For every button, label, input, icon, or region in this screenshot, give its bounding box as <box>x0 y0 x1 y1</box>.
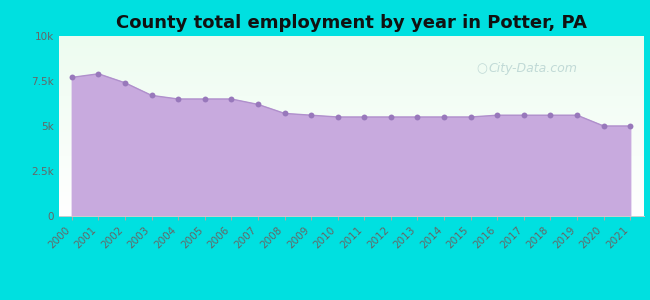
Text: ○: ○ <box>476 62 488 75</box>
Point <box>333 115 343 119</box>
Point <box>66 75 77 80</box>
Point <box>439 115 449 119</box>
Point <box>572 113 582 118</box>
Point <box>253 102 263 107</box>
Point <box>200 97 210 101</box>
Point <box>412 115 423 119</box>
Point <box>625 124 636 128</box>
Point <box>465 115 476 119</box>
Point <box>519 113 529 118</box>
Point <box>146 93 157 98</box>
Point <box>359 115 369 119</box>
Point <box>385 115 396 119</box>
Point <box>492 113 502 118</box>
Point <box>93 71 103 76</box>
Text: City-Data.com: City-Data.com <box>489 62 577 75</box>
Point <box>306 113 317 118</box>
Title: County total employment by year in Potter, PA: County total employment by year in Potte… <box>116 14 586 32</box>
Point <box>545 113 556 118</box>
Point <box>120 80 130 85</box>
Point <box>226 97 237 101</box>
Point <box>173 97 183 101</box>
Point <box>599 124 609 128</box>
Point <box>280 111 290 116</box>
